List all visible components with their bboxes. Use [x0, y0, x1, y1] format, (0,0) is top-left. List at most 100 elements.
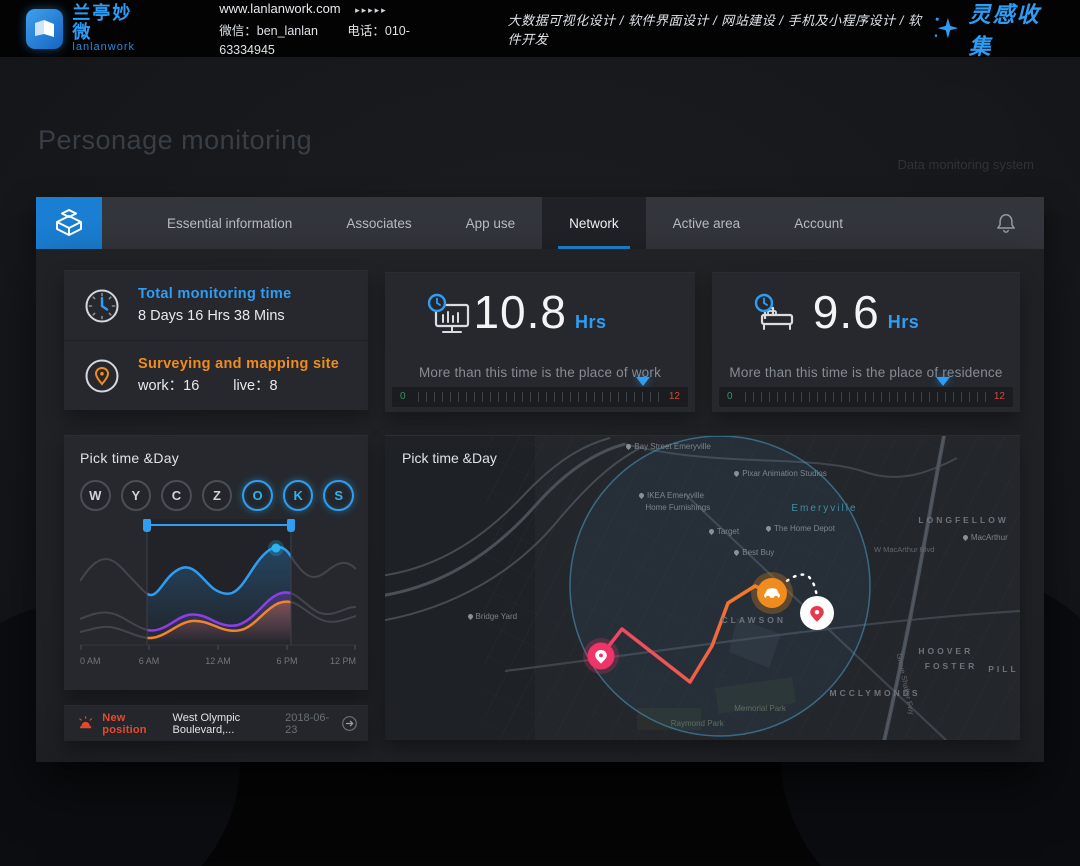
day-button-o[interactable]: O: [242, 480, 273, 511]
svg-text:0 AM: 0 AM: [80, 656, 101, 666]
tab-label: Associates: [346, 215, 412, 231]
car-icon: [764, 588, 780, 600]
x-axis-labels: 0 AM 6 AM 12 AM 6 PM 12 PM: [80, 656, 356, 666]
notifications-button[interactable]: [996, 197, 1016, 249]
tab-associates[interactable]: Associates: [319, 197, 438, 249]
new-position-label: New position: [102, 711, 147, 736]
origin-marker[interactable]: [583, 638, 619, 674]
scale-max: 12: [993, 391, 1005, 402]
survey-values: work：16 live：8: [138, 376, 339, 398]
day-button-s[interactable]: S: [323, 480, 355, 511]
map-block: [729, 618, 781, 668]
tab-app-use[interactable]: App use: [439, 197, 543, 249]
inspiration-collect[interactable]: 灵感收集: [933, 0, 1058, 61]
scale-min: 0: [727, 391, 733, 402]
destination-marker[interactable]: [800, 596, 834, 630]
arrows-icon: ▸▸▸▸▸: [355, 4, 388, 15]
new-position-address: West Olympic Boulevard,...: [172, 711, 241, 736]
scale-pointer: [935, 377, 950, 386]
tab-label: Network: [569, 215, 619, 231]
day-button-k[interactable]: K: [282, 480, 314, 511]
tab-label: App use: [465, 215, 516, 231]
work-hours-card: 10.8 Hrs More than this time is the place…: [385, 272, 695, 412]
arrow-right-circle-icon: [342, 716, 357, 731]
hours-unit: Hrs: [887, 312, 920, 332]
tab-label: Active area: [672, 215, 741, 231]
sparkle-star-icon: [934, 16, 958, 38]
brand-logo[interactable]: [26, 8, 64, 49]
data-point[interactable]: [271, 543, 281, 553]
work-hours-value: 10.8 Hrs: [473, 286, 607, 338]
pick-time-title: Pick time &Day: [80, 450, 180, 466]
stacked-box-icon: [56, 209, 82, 236]
siren-icon: [79, 715, 93, 728]
live-label: live：: [233, 377, 270, 394]
hours-scale: 0 12: [392, 387, 688, 407]
brand-name-cn: 兰亭妙微: [72, 2, 133, 42]
scale-max: 12: [668, 391, 680, 402]
activity-chart[interactable]: 0 AM 6 AM 12 AM 6 PM 12 PM: [80, 519, 356, 671]
tab-label: Account: [794, 215, 843, 231]
map-park: [715, 677, 796, 714]
travel-route: [599, 584, 770, 684]
work-hours-caption: More than this time is the place of work: [418, 365, 662, 380]
svg-text:12 AM: 12 AM: [205, 656, 231, 666]
collect-label: 灵感收集: [968, 1, 1041, 59]
bell-icon: [997, 214, 1015, 233]
note-more-button[interactable]: [341, 715, 358, 732]
x-axis-ticks: [80, 644, 356, 650]
day-button-z[interactable]: Z: [201, 480, 233, 511]
tab-essential-information[interactable]: Essential information: [140, 197, 319, 249]
hours-unit: Hrs: [575, 312, 607, 332]
slider-handle-end[interactable]: [287, 519, 295, 532]
book-logo-icon: [34, 19, 54, 37]
website-link[interactable]: www.lanlanwork.com: [219, 0, 341, 16]
map-canvas[interactable]: [385, 436, 1020, 740]
survey-row: Surveying and mapping site work：16 live：8: [64, 340, 368, 410]
tab-active-area[interactable]: Active area: [646, 197, 768, 249]
vehicle-marker[interactable]: [751, 572, 793, 614]
monitor-chart-clock-icon: [427, 293, 470, 333]
svg-text:6 AM: 6 AM: [139, 656, 160, 666]
tab-home[interactable]: [36, 197, 102, 249]
clock-icon: [85, 289, 119, 322]
residence-hours-card: 9.6 Hrs More than this time is the place …: [712, 272, 1020, 412]
wechat-label: 微信：ben_lanlan: [219, 23, 318, 38]
scale-ticks: [745, 392, 987, 402]
map-title: Pick time &Day: [402, 450, 497, 466]
svg-text:6 PM: 6 PM: [276, 656, 297, 666]
work-label: work：: [138, 377, 184, 394]
scale-ticks: [418, 392, 662, 402]
map-card[interactable]: Bay Street Emeryville Pixar Animation Stu…: [385, 435, 1020, 740]
live-value: 8: [269, 377, 278, 394]
day-button-y[interactable]: Y: [120, 480, 152, 511]
services-list: 大数据可视化设计 / 软件界面设计 / 网站建设 / 手机及小程序设计 / 软件…: [507, 12, 922, 47]
content-panel: Total monitoring time 8 Days 16 Hrs 38 M…: [36, 249, 1044, 762]
range-slider: [143, 519, 295, 645]
residence-hours-caption: More than this time is the place of resi…: [729, 365, 1003, 380]
total-time-title: Total monitoring time: [138, 285, 292, 302]
svg-text:12 PM: 12 PM: [330, 656, 356, 666]
location-pin-icon: [85, 359, 119, 392]
residence-hours-value: 9.6 Hrs: [812, 286, 920, 338]
brand-name-en: lanlanwork: [72, 40, 136, 53]
bed-clock-icon: [754, 293, 794, 330]
total-time-row: Total monitoring time 8 Days 16 Hrs 38 M…: [64, 271, 368, 340]
phone-label: 电话：010-63334945: [219, 23, 410, 57]
tab-network[interactable]: Network: [542, 197, 646, 249]
slider-handle-start[interactable]: [143, 519, 151, 532]
monitor-radius-circle: [569, 436, 871, 737]
total-time-value: 8 Days 16 Hrs 38 Mins: [138, 307, 285, 324]
scale-min: 0: [400, 391, 406, 402]
day-button-w[interactable]: W: [80, 480, 111, 511]
top-header: 兰亭妙微 lanlanwork www.lanlanwork.com ▸▸▸▸▸…: [0, 0, 1080, 59]
hours-scale: 0 12: [719, 387, 1013, 407]
page-title: Personage monitoring: [38, 125, 313, 155]
chart-lines-active: [147, 545, 291, 645]
map-freeways: [385, 436, 958, 740]
tab-label: Essential information: [167, 215, 293, 231]
tab-account[interactable]: Account: [767, 197, 870, 249]
day-button-c[interactable]: C: [161, 480, 192, 511]
pick-time-card: Pick time &Day W Y C Z O K S: [64, 435, 368, 690]
